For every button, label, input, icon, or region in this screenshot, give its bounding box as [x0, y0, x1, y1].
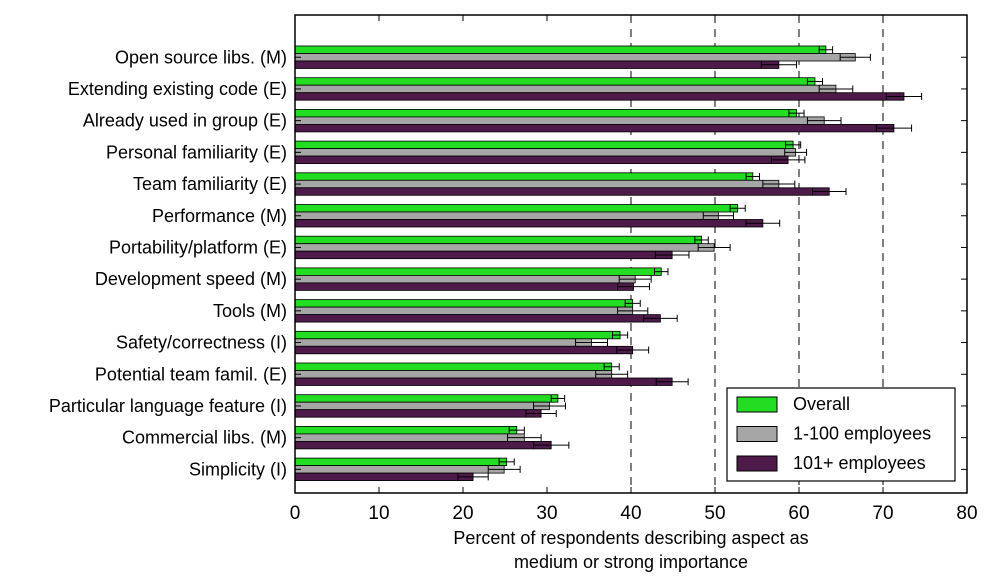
bar	[294, 204, 739, 213]
legend-label: 101+ employees	[793, 453, 926, 473]
bar	[294, 116, 825, 125]
bar	[294, 235, 702, 245]
x-tick-label: 60	[788, 503, 809, 524]
category-label: Potential team famil. (E)	[95, 364, 287, 384]
x-axis-ticks: 0 10 20 30 40 50 60 70 80	[290, 15, 978, 524]
x-axis-label-line-2: medium or strong importance	[514, 552, 748, 572]
category-label: Performance (M)	[152, 206, 287, 226]
bar	[294, 219, 764, 228]
bar	[294, 457, 508, 467]
bar	[294, 267, 662, 276]
bar	[294, 92, 905, 101]
bar	[294, 370, 613, 379]
legend-swatch	[736, 396, 778, 413]
x-tick-label: 10	[368, 503, 389, 524]
bar	[294, 155, 789, 165]
bar	[294, 440, 552, 450]
legend: Overall 1-100 employees 101+ employees	[726, 387, 956, 482]
x-tick-label: 80	[956, 503, 977, 524]
bar	[294, 330, 621, 340]
bar	[294, 250, 673, 260]
bar	[294, 338, 592, 347]
bars-group	[294, 45, 923, 482]
bar	[294, 211, 719, 220]
legend-swatch	[736, 426, 778, 442]
bar	[294, 472, 474, 482]
legend-label: Overall	[793, 394, 850, 414]
bar	[294, 306, 634, 316]
bar	[294, 409, 542, 418]
bar	[294, 179, 780, 189]
bar	[294, 465, 505, 474]
category-label: Already used in group (E)	[83, 111, 287, 131]
bar	[294, 314, 661, 323]
category-label: Particular language feature (I)	[49, 396, 287, 416]
category-label: Commercial libs. (M)	[122, 428, 287, 448]
bar	[294, 84, 837, 94]
x-tick-label: 20	[452, 503, 473, 524]
category-label: Safety/correctness (I)	[116, 333, 287, 353]
category-label: Open source libs. (M)	[115, 47, 287, 67]
x-tick-label: 50	[704, 503, 725, 524]
bar	[294, 109, 797, 118]
bar	[294, 243, 715, 252]
bar	[294, 77, 816, 86]
bar	[294, 425, 518, 435]
bar	[294, 140, 794, 150]
category-label: Development speed (M)	[95, 269, 287, 289]
category-label: Personal familiarity (E)	[106, 142, 287, 162]
bar	[294, 187, 830, 196]
category-label: Portability/platform (E)	[109, 237, 287, 257]
plot-frame	[294, 14, 968, 494]
category-label: Extending existing code (E)	[68, 79, 287, 99]
x-tick-label: 30	[536, 503, 557, 524]
x-axis-label-line-1: Percent of respondents describing aspect…	[453, 528, 808, 548]
bar	[294, 401, 550, 411]
x-tick-label: 0	[290, 503, 301, 524]
bar	[294, 172, 754, 181]
legend-swatch	[736, 455, 778, 472]
bar	[294, 345, 634, 355]
bar	[294, 45, 827, 54]
legend-label: 1-100 employees	[793, 424, 931, 444]
bar	[294, 148, 797, 157]
bar	[294, 433, 525, 442]
bar	[294, 394, 559, 403]
bar	[294, 274, 636, 284]
x-tick-label: 70	[872, 503, 893, 524]
category-label: Simplicity (I)	[189, 459, 287, 479]
category-label: Team familiarity (E)	[133, 174, 287, 194]
bar	[294, 53, 856, 62]
bar	[294, 60, 780, 69]
bar	[294, 282, 634, 291]
x-tick-label: 40	[620, 503, 641, 524]
bar	[294, 362, 613, 371]
bar	[294, 299, 634, 308]
bar	[294, 124, 895, 133]
category-labels: Open source libs. (M) Extending existing …	[49, 47, 287, 479]
bar	[294, 377, 673, 386]
category-label: Tools (M)	[213, 301, 287, 321]
